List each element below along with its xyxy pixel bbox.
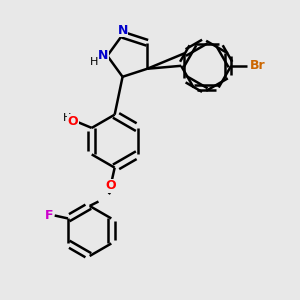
Text: H: H: [62, 112, 71, 123]
Text: F: F: [45, 209, 53, 222]
Text: N: N: [98, 49, 108, 62]
Text: H: H: [90, 57, 98, 67]
Text: O: O: [106, 179, 116, 192]
Text: N: N: [117, 24, 128, 37]
Text: Br: Br: [250, 59, 266, 72]
Text: O: O: [67, 115, 78, 128]
